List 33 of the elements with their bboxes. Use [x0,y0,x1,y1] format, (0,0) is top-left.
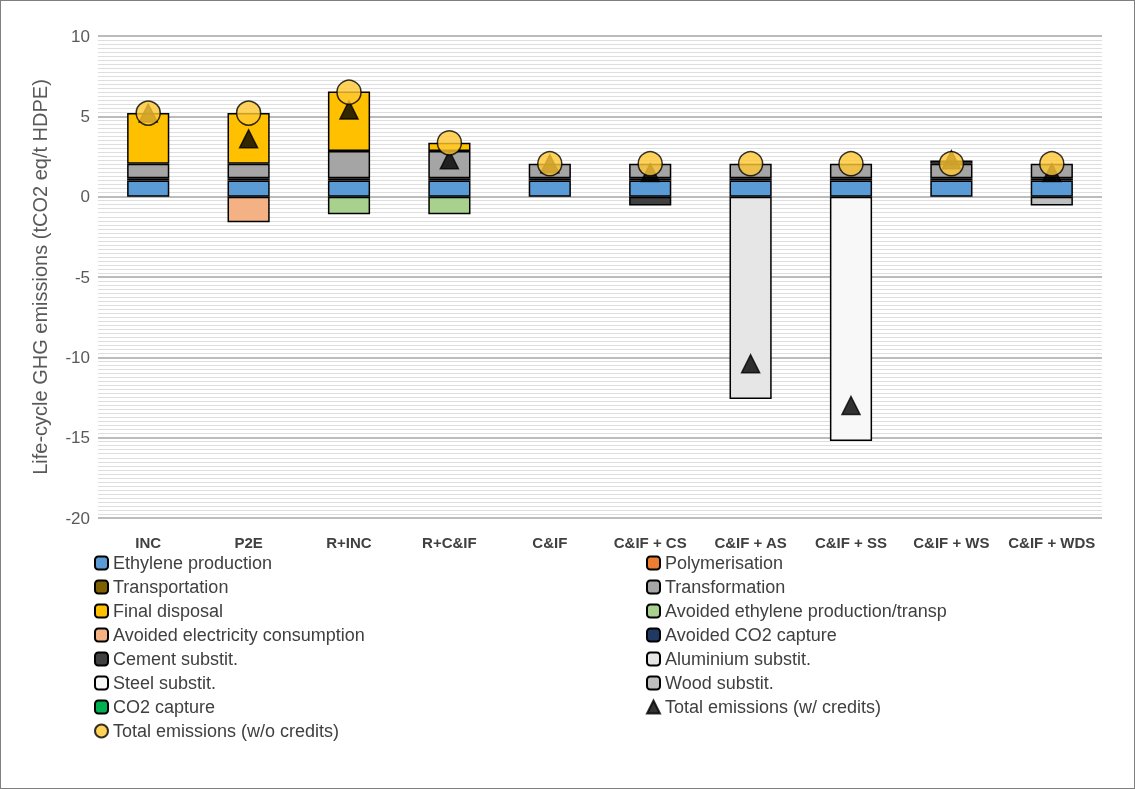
y-tick-label: -15 [65,428,90,448]
x-tick-label: C&IF + WS [913,533,990,551]
legend-label: Ethylene production [113,553,273,573]
legend-label: Total emissions (w/ credits) [665,697,882,717]
x-tick-label: R+INC [326,533,372,551]
x-tick-label: P2E [234,533,263,551]
legend-label: Avoided electricity consumption [113,625,365,645]
x-tick-label: C&IF [532,533,568,551]
y-tick-label: -10 [65,347,90,367]
y-tick-label: 10 [71,26,90,46]
legend-label: Wood substit. [665,673,774,693]
x-tick-label: C&IF + SS [814,533,888,551]
legend-label: Cement substit. [113,649,239,669]
x-tick-label: R+C&IF [422,533,477,551]
y-axis-title: Life-cycle GHG emissions (tCO2 eq/t HDPE) [29,79,51,475]
legend-label: CO2 capture [113,697,216,717]
legend-label: Transportation [113,577,229,597]
x-tick-label: C&IF + WDS [1008,533,1096,551]
x-tick-label: INC [135,533,162,551]
x-tick-label: C&IF + CS [613,533,687,551]
legend-label: Steel substit. [113,673,217,693]
y-tick-label: 0 [80,187,90,207]
y-tick-label: 5 [80,106,90,126]
legend-label: Avoided CO2 capture [665,625,837,645]
legend-label: Total emissions (w/o credits) [113,721,340,741]
y-tick-label: -20 [65,508,90,528]
legend-label: Final disposal [113,601,224,621]
legend-label: Polymerisation [665,553,784,573]
x-tick-label: C&IF + AS [714,533,787,551]
legend-label: Aluminium substit. [665,649,812,669]
legend-label: Transformation [665,577,786,597]
y-tick-label: -5 [74,267,90,287]
legend-label: Avoided ethylene production/transp [665,601,947,621]
